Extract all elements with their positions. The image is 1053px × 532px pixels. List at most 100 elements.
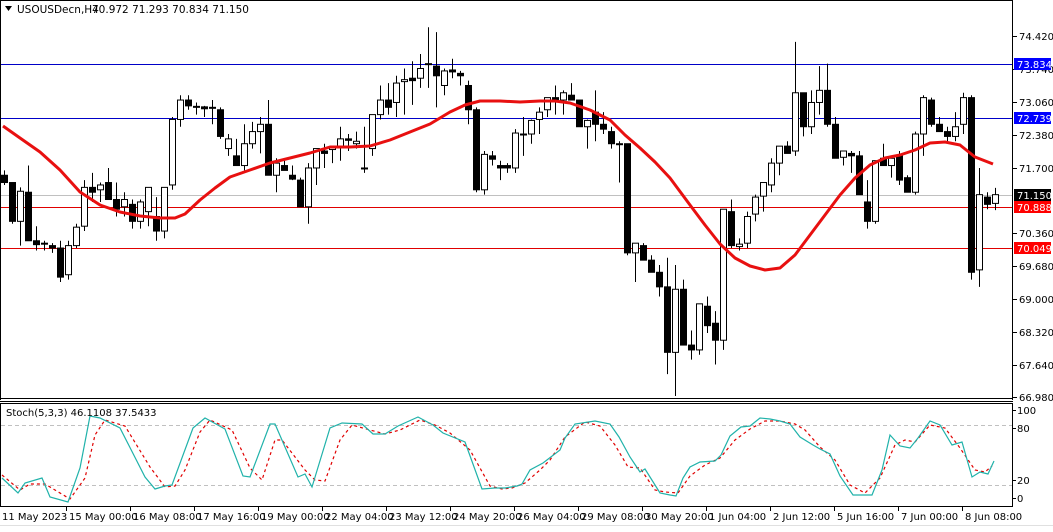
candle: [305, 167, 312, 208]
candle: [808, 101, 815, 128]
time-tick-label: 30 May 20:00: [645, 512, 714, 523]
candle: [145, 186, 152, 213]
candle: [616, 143, 623, 146]
stoch-signal-line: [1, 419, 993, 500]
candle: [712, 322, 719, 341]
stoch-tick-label: 20: [1017, 476, 1030, 487]
candle: [273, 162, 280, 176]
candle: [936, 123, 943, 133]
time-tick-label: 24 May 20:00: [453, 512, 522, 523]
candle: [520, 133, 527, 136]
stoch-main-line: [1, 415, 995, 503]
candle: [361, 167, 368, 170]
candlesticks: [1, 27, 999, 397]
candle: [161, 186, 168, 232]
candle: [760, 182, 767, 197]
candle: [177, 99, 184, 120]
candle: [848, 152, 855, 157]
candle: [289, 174, 296, 180]
candle: [624, 143, 631, 254]
candle: [25, 191, 32, 242]
price-tick-label: 70.360: [1019, 229, 1053, 240]
stochastic-panel[interactable]: [0, 403, 1013, 507]
time-tick-label: 19 May 00:00: [261, 512, 330, 523]
candle: [984, 196, 991, 205]
candle: [640, 245, 647, 261]
price-axis[interactable]: 74.420 73.740 73.060 72.380 71.700 70.360 69.6…: [1013, 32, 1053, 404]
candle: [393, 82, 400, 103]
candle: [377, 99, 384, 116]
time-tick-label: 29 May 08:00: [581, 512, 650, 523]
candle: [888, 157, 895, 167]
candle: [241, 143, 248, 167]
price-tick-label: 68.320: [1019, 328, 1053, 339]
time-tick-label: 22 May 04:00: [325, 512, 394, 523]
time-tick-label: 16 May 08:00: [133, 512, 202, 523]
candle: [728, 211, 735, 247]
candle: [824, 89, 831, 125]
time-tick-label: 5 Jun 16:00: [837, 512, 894, 523]
candle: [425, 63, 432, 66]
candle: [584, 119, 591, 128]
candle: [864, 201, 871, 222]
price-panel[interactable]: [0, 0, 1013, 400]
candle: [800, 92, 807, 128]
candle: [704, 305, 711, 327]
price-tick-label: 71.700: [1019, 164, 1053, 175]
price-tag-label: 70.049: [1017, 244, 1052, 255]
candle: [497, 165, 504, 169]
candle: [952, 126, 959, 137]
candle: [249, 131, 256, 145]
candle: [912, 133, 919, 193]
candle: [257, 123, 264, 133]
candle: [600, 123, 607, 130]
candle: [297, 179, 304, 208]
candle: [265, 123, 272, 176]
price-tick-label: 69.680: [1019, 262, 1053, 273]
candle: [217, 109, 224, 137]
time-tick-label: 26 May 04:00: [517, 512, 586, 523]
candle: [672, 288, 679, 353]
price-tick-label: 67.640: [1019, 361, 1053, 372]
candle: [33, 240, 40, 246]
candle: [992, 194, 999, 204]
stoch-tick-label: 80: [1017, 424, 1030, 435]
time-tick-label: 1 Jun 04:00: [709, 512, 766, 523]
price-tick-label: 73.060: [1019, 98, 1053, 109]
candle: [976, 194, 983, 271]
candle: [560, 92, 567, 101]
symbol-label: USOUSDecn,H4: [17, 4, 99, 16]
price-tag-label: 73.834: [1017, 60, 1052, 71]
candle: [872, 160, 879, 222]
candle: [409, 77, 416, 82]
candle: [944, 131, 951, 137]
candle: [608, 131, 615, 145]
candle: [233, 155, 240, 167]
candle: [345, 138, 352, 141]
horizontal-price-lines[interactable]: [1, 64, 1012, 249]
candle: [137, 201, 144, 222]
time-tick-label: 8 Jun 08:00: [965, 512, 1022, 523]
candle: [528, 119, 535, 135]
candle: [752, 196, 759, 215]
stochastic-axis: 100 80 20 0: [1013, 406, 1036, 505]
candle: [169, 118, 176, 186]
candle: [41, 242, 48, 245]
price-tag-label: 70.888: [1017, 203, 1052, 214]
candle: [664, 286, 671, 353]
candle: [193, 105, 200, 108]
candle: [512, 132, 519, 169]
candle: [792, 92, 799, 152]
candle: [401, 79, 408, 83]
dropdown-triangle-icon[interactable]: [5, 6, 12, 11]
candle: [353, 140, 360, 145]
candle: [784, 145, 791, 154]
candle: [385, 99, 392, 108]
candle: [840, 150, 847, 158]
candle: [736, 243, 743, 248]
price-tag-label: 71.150: [1017, 191, 1052, 202]
price-tick-label: 69.000: [1019, 295, 1053, 306]
candle: [9, 182, 16, 222]
